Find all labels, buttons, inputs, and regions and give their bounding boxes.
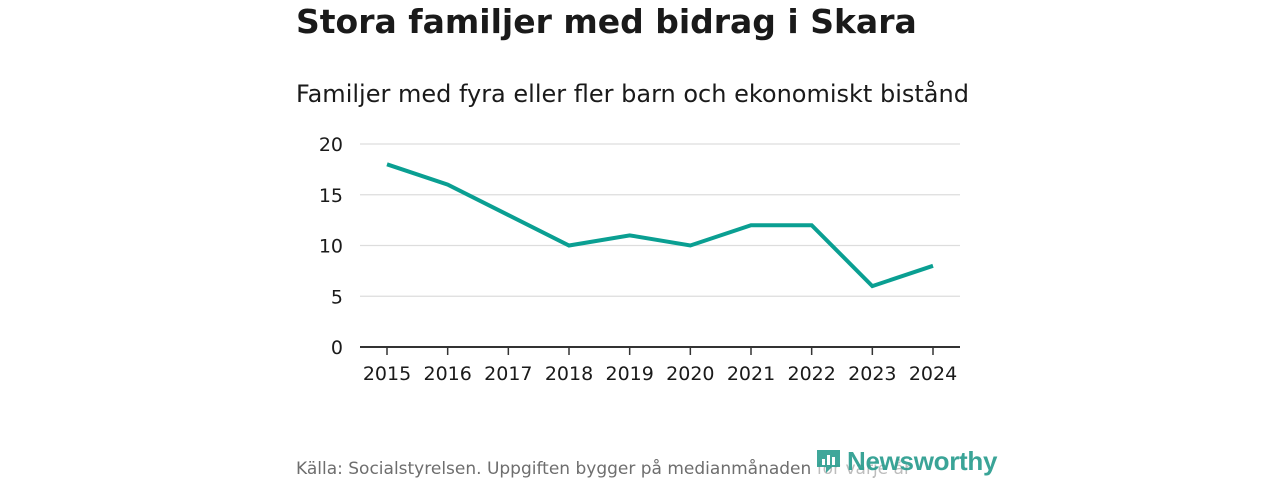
- y-tick-label: 0: [331, 337, 343, 359]
- y-tick-label: 10: [319, 236, 343, 258]
- newsworthy-logo-text: Newsworthy: [847, 446, 998, 476]
- y-tick-label: 5: [331, 286, 343, 308]
- series-layer: [386, 162, 934, 289]
- y-tick-label: 20: [319, 134, 343, 156]
- x-tick-label: 2022: [787, 363, 835, 385]
- line-chart: 0 5 10 15 20 2015 2016 2017 2018 2019 2020 2021 202…: [319, 134, 960, 385]
- x-tick-label: 2016: [423, 363, 471, 385]
- chart-title: Stora familjer med bidrag i Skara: [296, 2, 917, 41]
- gridlines: [360, 143, 960, 297]
- x-tick-label: 2015: [363, 363, 411, 385]
- x-tick-label: 2020: [666, 363, 714, 385]
- x-tick-label: 2024: [909, 363, 957, 385]
- x-tick-label: 2023: [848, 363, 896, 385]
- source-note: Källa: Socialstyrelsen. Uppgiften bygger…: [296, 459, 911, 479]
- x-axis-ticks: 2015 2016 2017 2018 2019 2020 2021 2022 2023 2024: [363, 347, 957, 385]
- y-axis-ticks: 0 5 10 15 20: [319, 134, 343, 359]
- series-line: [386, 162, 934, 289]
- x-tick-label: 2019: [605, 363, 653, 385]
- newsworthy-logo-icon: [817, 450, 840, 473]
- y-tick-label: 15: [319, 185, 343, 207]
- newsworthy-logo: Newsworthy: [815, 446, 997, 477]
- x-tick-label: 2017: [484, 363, 532, 385]
- chart-subtitle: Familjer med fyra eller fler barn och ek…: [296, 80, 969, 108]
- x-tick-label: 2021: [727, 363, 775, 385]
- x-tick-label: 2018: [545, 363, 593, 385]
